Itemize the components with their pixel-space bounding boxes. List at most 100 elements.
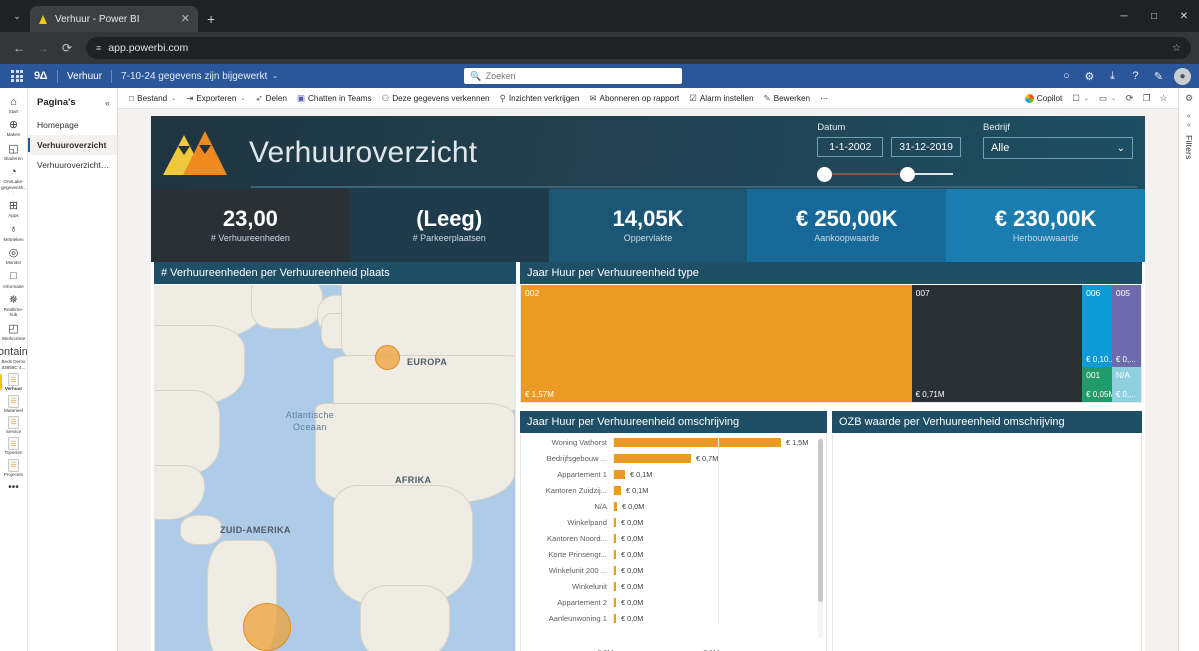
avatar[interactable]: ● bbox=[1173, 67, 1191, 85]
back-icon[interactable]: ← bbox=[13, 41, 25, 55]
toolbar-inzichten-verkrijgen[interactable]: ⚲ Inzichten verkrijgen bbox=[495, 88, 585, 109]
date-slicer[interactable]: Datum 1-1-2002 31-12-2019 bbox=[817, 122, 961, 182]
maximize-icon[interactable]: □ bbox=[1150, 10, 1158, 22]
kpi-card-parkeerplaatsen[interactable]: (Leeg) # Parkeerplaatsen bbox=[349, 189, 549, 262]
bar-row[interactable]: Bedrijfsgebouw ... € 0,7M bbox=[521, 450, 826, 466]
ozb-visual-body[interactable] bbox=[832, 434, 1142, 651]
favorite-icon[interactable]: ☆ bbox=[1159, 92, 1168, 103]
bar-chart-visual-body[interactable]: Woning Vathorst € 1,5M Bedrijfsgebouw ..… bbox=[520, 434, 827, 651]
kpi-card-herbouwwaarde[interactable]: € 230,00K Herbouwwaarde bbox=[946, 189, 1145, 262]
map-visual-body[interactable]: EUROPA AFRIKA ZUID-AMERIKA Atlantische O… bbox=[154, 285, 516, 651]
new-tab-button[interactable]: + bbox=[207, 11, 216, 27]
page-item-verhuuroverzicht[interactable]: Verhuuroverzicht bbox=[28, 135, 117, 155]
chevron-down-icon[interactable]: ⌄ bbox=[272, 73, 279, 80]
chevron-down-icon[interactable]: ⌄ bbox=[240, 95, 246, 102]
treemap-visual[interactable]: Jaar Huur per Verhuureenheid type 002 € … bbox=[520, 262, 1142, 403]
forward-icon[interactable]: → bbox=[37, 41, 49, 55]
europe-bubble[interactable] bbox=[375, 345, 400, 370]
kpi-card-verhuureenheden[interactable]: 23,00 # Verhuureenheden bbox=[151, 189, 350, 262]
bar-fill[interactable] bbox=[613, 437, 781, 447]
south-atlantic-bubble[interactable] bbox=[243, 603, 291, 651]
bar-chart-visual[interactable]: Jaar Huur per Verhuureenheid omschrijvin… bbox=[520, 411, 827, 651]
chevron-down-icon[interactable]: ⌄ bbox=[171, 95, 177, 102]
toolbar-deze-gegevens-verkennen[interactable]: ⚇ Deze gegevens verkennen bbox=[377, 88, 495, 109]
breadcrumb-workspace[interactable]: Verhuur bbox=[67, 70, 103, 82]
copilot-button[interactable]: Copilot bbox=[1020, 88, 1068, 109]
toolbar-delen[interactable]: ➶ Delen bbox=[250, 88, 292, 109]
minimize-icon[interactable]: ─ bbox=[1120, 10, 1128, 22]
collapse-pane-icon[interactable]: « bbox=[104, 97, 110, 108]
treemap-cell-na[interactable]: N/A € 0,... bbox=[1111, 366, 1141, 402]
bar-row[interactable]: N/A € 0,0M bbox=[521, 498, 826, 514]
sidebar-item-bladeren[interactable]: ◱ Bladeren bbox=[0, 139, 27, 162]
bar-row[interactable]: Woning Vathorst € 1,5M bbox=[521, 434, 826, 450]
sidebar-more-button[interactable]: ••• bbox=[8, 482, 19, 494]
sidebar-item-informatie[interactable]: □ Informatie bbox=[0, 267, 27, 290]
tab-list-button[interactable]: ⌄ bbox=[13, 10, 21, 21]
treemap-cell-006[interactable]: 006 € 0,10... bbox=[1082, 285, 1115, 367]
kpi-card-aankoopwaarde[interactable]: € 250,00K Aankoopwaarde bbox=[747, 189, 947, 262]
toolbar-overflow-button[interactable]: ⋯ bbox=[820, 94, 829, 103]
toolbar-abonneren-op-rapport[interactable]: ✉ Abonneren op rapport bbox=[584, 88, 684, 109]
download-icon[interactable]: ⤓ bbox=[1110, 69, 1115, 82]
window-close-icon[interactable]: ✕ bbox=[1179, 10, 1189, 22]
ozb-visual[interactable]: OZB waarde per Verhuureenheid omschrijvi… bbox=[832, 411, 1142, 651]
sidebar-item-beds-demo[interactable]: €container; Beds Demo 03658C 4... bbox=[0, 342, 27, 371]
bar-row[interactable]: Winkelunit 200 ... € 0,0M bbox=[521, 562, 826, 578]
bar-fill[interactable] bbox=[613, 469, 625, 479]
company-dropdown[interactable]: Alle ⌄ bbox=[983, 137, 1133, 159]
bar-fill[interactable] bbox=[613, 453, 691, 463]
bar-fill[interactable] bbox=[613, 533, 616, 543]
sidebar-item-monitor[interactable]: ◎ Monitor bbox=[0, 243, 27, 266]
sidebar-item-toperten[interactable]: ☰ Toperten bbox=[0, 435, 27, 456]
date-range-slider[interactable] bbox=[817, 166, 954, 182]
sidebar-item-apps[interactable]: ⊞ Apps bbox=[0, 196, 27, 219]
filter-settings-icon[interactable]: ⚙ bbox=[1184, 93, 1194, 103]
bar-chart-scrollbar[interactable] bbox=[818, 439, 823, 638]
sidebar-item-maken[interactable]: ⊕ Maken bbox=[0, 115, 27, 138]
powerbi-brand[interactable]: 9Δ bbox=[34, 70, 48, 82]
sidebar-item-projecten[interactable]: ☰ Projecten bbox=[0, 457, 27, 478]
browser-tab[interactable]: Verhuur - Power BI ✕ bbox=[30, 6, 198, 32]
feedback-icon[interactable]: ✎ bbox=[1153, 70, 1164, 83]
bar-fill[interactable] bbox=[613, 581, 616, 591]
sidebar-item-start[interactable]: ⌂ Start bbox=[0, 92, 27, 115]
sidebar-item-verhuur[interactable]: ☰ Verhuur bbox=[0, 371, 27, 392]
treemap-cell-005[interactable]: 005 € 0,... bbox=[1111, 285, 1141, 367]
bar-fill[interactable] bbox=[613, 597, 616, 607]
refresh-icon[interactable]: ⟳ bbox=[1125, 92, 1134, 103]
kpi-card-oppervlakte[interactable]: 14,05K Oppervlakte bbox=[548, 189, 748, 262]
slider-handle-start[interactable] bbox=[817, 167, 833, 182]
bar-row[interactable]: Aanleunwoning 1 € 0,0M bbox=[521, 610, 826, 626]
sidebar-item-materieel[interactable]: ☰ Materieel bbox=[0, 393, 27, 414]
close-icon[interactable]: ✕ bbox=[180, 12, 190, 25]
treemap-cell-007[interactable]: 007 € 0,71M bbox=[911, 285, 1083, 402]
slider-handle-end[interactable] bbox=[900, 167, 916, 182]
toolbar-bestand[interactable]: □ Bestand ⌄ bbox=[124, 88, 181, 109]
sidebar-item-realtime-hub[interactable]: ✵ Realtime-hub bbox=[0, 290, 27, 319]
page-info-icon[interactable]: ≡ bbox=[96, 43, 102, 53]
bar-fill[interactable] bbox=[613, 501, 617, 511]
treemap-cell-001[interactable]: 001 € 0,05M bbox=[1082, 366, 1115, 402]
bar-row[interactable]: Kantoren Noord... € 0,0M bbox=[521, 530, 826, 546]
sidebar-item-metrieken[interactable]: ♁ Metrieken bbox=[0, 220, 27, 243]
date-to-input[interactable]: 31-12-2019 bbox=[891, 137, 961, 157]
waffle-icon[interactable] bbox=[8, 67, 26, 85]
sidebar-item-onelake[interactable]: ◔ OneLake-gegevensh... bbox=[0, 162, 27, 196]
search-input[interactable]: 🔍 Zoeken bbox=[464, 68, 683, 84]
bar-row[interactable]: Appartement 1 € 0,1M bbox=[521, 466, 826, 482]
expand-filters-icon[interactable]: « bbox=[1187, 113, 1191, 120]
bar-row[interactable]: Korte Prinsengr... € 0,0M bbox=[521, 546, 826, 562]
sidebar-item-powerbi[interactable]: ▮ Power BI bbox=[0, 648, 27, 651]
map-visual[interactable]: # Verhuureenheden per Verhuureenheid pla… bbox=[154, 262, 516, 651]
notifications-icon[interactable]: ○ bbox=[1063, 70, 1070, 82]
toolbar-bewerken[interactable]: ✎ Bewerken bbox=[759, 88, 816, 109]
date-from-input[interactable]: 1-1-2002 bbox=[817, 137, 884, 157]
help-icon[interactable]: ? bbox=[1132, 70, 1139, 82]
address-bar[interactable]: ≡ app.powerbi.com ☆ bbox=[86, 37, 1191, 59]
map-canvas[interactable]: EUROPA AFRIKA ZUID-AMERIKA Atlantische O… bbox=[155, 285, 515, 651]
reload-icon[interactable]: ⟳ bbox=[61, 41, 73, 55]
page-item-verhuuroverzicht-details[interactable]: Verhuuroverzicht details bbox=[37, 160, 117, 170]
bar-row[interactable]: Appartement 2 € 0,0M bbox=[521, 594, 826, 610]
bookmark-star-icon[interactable]: ☆ bbox=[1172, 42, 1181, 54]
